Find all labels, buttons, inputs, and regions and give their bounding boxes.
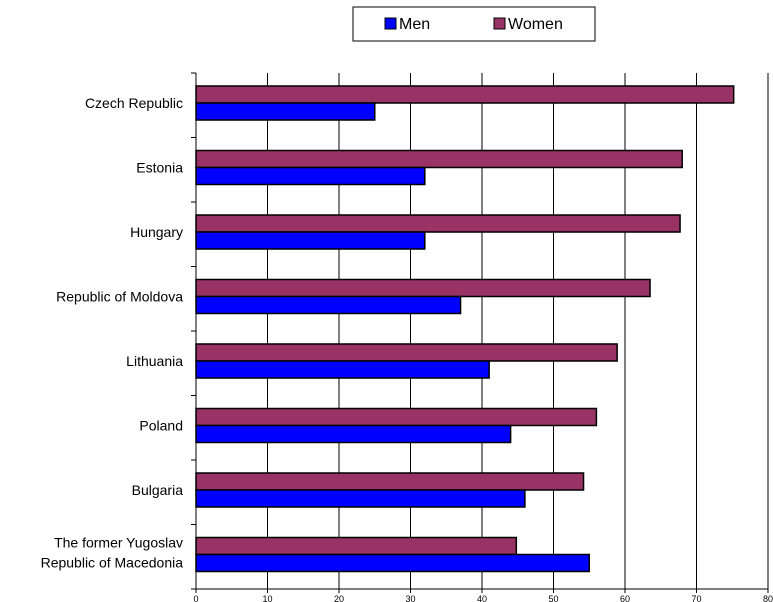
legend-swatch-men xyxy=(384,17,397,30)
bar-women xyxy=(195,407,598,427)
bar-men xyxy=(195,231,426,250)
legend: Men Women xyxy=(352,6,596,42)
bar-women xyxy=(195,214,681,233)
legend-swatch-women xyxy=(493,17,506,30)
bar-men xyxy=(195,360,490,379)
category-label: Estonia xyxy=(136,160,183,176)
x-tick-label: 60 xyxy=(620,594,630,602)
legend-label-women: Women xyxy=(508,16,563,33)
x-tick-label: 0 xyxy=(193,594,198,602)
x-tick-label: 10 xyxy=(262,594,272,602)
category-label: Republic of Moldova xyxy=(56,289,183,305)
category-label: The former Yugoslav Republic of Macedonia xyxy=(41,535,184,571)
bar-women xyxy=(195,85,735,104)
bar-women xyxy=(195,149,683,169)
x-tick-label: 70 xyxy=(691,594,701,602)
category-label: Bulgaria xyxy=(132,482,184,498)
tick-labels: 0 10 20 30 40 50 60 70 80 xyxy=(193,594,773,602)
bar-men xyxy=(195,424,512,444)
bar-men xyxy=(195,489,526,508)
x-tick-label: 30 xyxy=(405,594,415,602)
bar-men xyxy=(195,295,462,315)
bar-women xyxy=(195,472,585,491)
bar-women xyxy=(195,343,618,362)
x-tick-label: 80 xyxy=(763,594,773,602)
bar-men xyxy=(195,102,376,121)
bar-women xyxy=(195,536,518,556)
x-tick-label: 20 xyxy=(334,594,344,602)
bar-men xyxy=(195,166,426,186)
x-tick-label: 40 xyxy=(477,594,487,602)
x-tick-label: 50 xyxy=(548,594,558,602)
bar-men xyxy=(195,553,590,573)
axes xyxy=(191,72,769,593)
legend-label-men: Men xyxy=(399,16,430,33)
bar-women xyxy=(195,278,651,298)
category-label: Poland xyxy=(139,418,183,434)
category-labels: Czech Republic Estonia Hungary Republic of … xyxy=(41,95,184,571)
category-label: Czech Republic xyxy=(85,95,183,111)
category-label: Hungary xyxy=(130,224,183,240)
category-label: Lithuania xyxy=(126,353,183,369)
bars xyxy=(195,85,735,573)
